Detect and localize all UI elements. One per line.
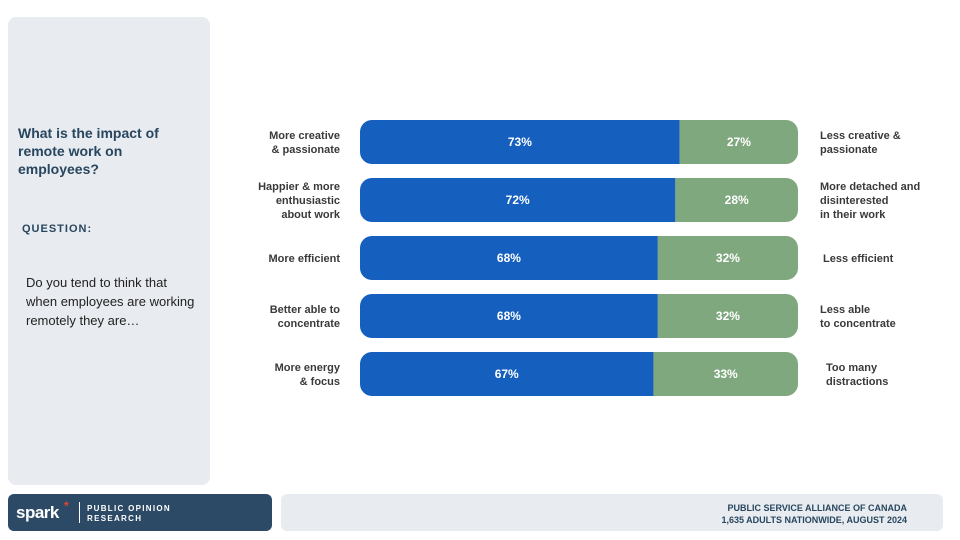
page-title: What is the impact of remote work on emp… — [18, 125, 159, 177]
data-label-positive: 67% — [495, 367, 519, 381]
bar-negative — [653, 352, 798, 396]
category-label-left: enthusiastic — [276, 195, 340, 207]
category-label-left: & passionate — [272, 144, 340, 156]
data-label-positive: 68% — [497, 309, 521, 323]
question-text: Do you tend to think that when employees… — [26, 275, 195, 328]
question-label: QUESTION: — [22, 223, 93, 235]
category-label-left: More efficient — [268, 253, 340, 265]
category-label-right: to concentrate — [820, 318, 896, 330]
bar-negative — [679, 120, 798, 164]
source-line-2: 1,635 ADULTS NATIONWIDE, AUGUST 2024 — [721, 515, 907, 525]
bar-negative — [657, 236, 798, 280]
source-footer: PUBLIC SERVICE ALLIANCE OF CANADA 1,635 … — [281, 494, 943, 531]
left-panel — [8, 17, 210, 485]
source-text: PUBLIC SERVICE ALLIANCE OF CANADA 1,635 … — [721, 502, 907, 526]
data-label-negative: 27% — [727, 135, 751, 149]
bar-positive — [360, 120, 680, 164]
logo-wordmark: spark — [16, 503, 59, 522]
category-label-right: Less efficient — [823, 253, 894, 265]
data-label-positive: 68% — [497, 251, 521, 265]
category-label-right: disinterested — [820, 195, 888, 207]
stacked-bar-chart: 73% 27% More creative & passionate Less crea… — [258, 120, 920, 396]
bar-positive — [360, 178, 676, 222]
source-line-1: PUBLIC SERVICE ALLIANCE OF CANADA — [727, 503, 907, 513]
category-label-right: More detached and — [820, 181, 920, 193]
data-label-positive: 72% — [506, 193, 530, 207]
category-label-left: More energy — [275, 362, 341, 374]
category-label-right: Less able — [820, 304, 870, 316]
category-label-left: More creative — [269, 130, 340, 142]
logo-box: spark * PUBLIC OPINION RESEARCH — [8, 494, 272, 531]
category-label-left: about work — [281, 209, 341, 221]
data-label-negative: 28% — [725, 193, 749, 207]
data-label-negative: 32% — [716, 251, 740, 265]
category-label-right: passionate — [820, 144, 877, 156]
data-label-negative: 33% — [714, 367, 738, 381]
logo-subtitle-line-1: PUBLIC OPINION — [87, 504, 171, 513]
data-label-negative: 32% — [716, 309, 740, 323]
logo-divider — [79, 502, 80, 523]
logo-subtitle-line-2: RESEARCH — [87, 514, 143, 523]
bar-negative — [657, 294, 798, 338]
category-label-right: distractions — [826, 376, 888, 388]
logo-subtitle: PUBLIC OPINION RESEARCH — [87, 504, 197, 524]
bar-positive — [360, 294, 658, 338]
category-label-left: Better able to — [270, 304, 341, 316]
bar-positive — [360, 236, 658, 280]
category-label-left: Happier & more — [258, 181, 340, 193]
category-label-left: & focus — [300, 376, 340, 388]
logo-star-icon: * — [64, 499, 69, 513]
category-label-right: in their work — [820, 209, 886, 221]
bar-negative — [675, 178, 798, 222]
category-label-left: concentrate — [278, 318, 340, 330]
bar-positive — [360, 352, 654, 396]
data-label-positive: 73% — [508, 135, 532, 149]
category-label-right: Too many — [826, 362, 878, 374]
category-label-right: Less creative & — [820, 130, 901, 142]
